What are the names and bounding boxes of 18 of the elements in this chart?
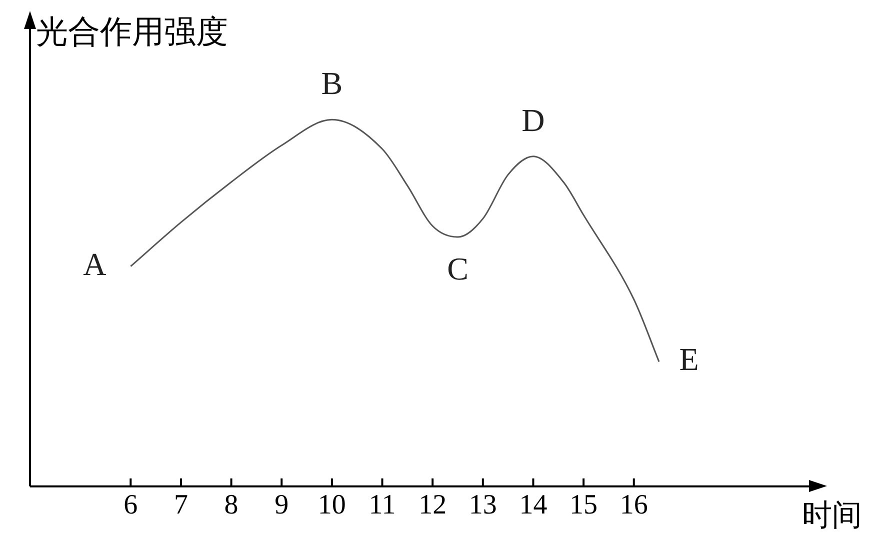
x-tick-label: 13 [468,490,497,521]
x-tick-label: 8 [224,490,238,521]
x-tick-label: 7 [174,490,188,521]
annotation: A [83,246,106,282]
y-axis-title: 光合作用强度 [36,12,228,50]
annotation: B [321,65,343,102]
x-tick-label: 14 [519,490,548,521]
annotation: D [522,102,545,138]
x-tick-label: 9 [274,490,289,521]
x-tick-label: 11 [368,490,396,521]
x-tick-label: 10 [318,490,346,521]
x-tick-label: 15 [570,490,598,521]
annotation: E [679,341,699,378]
x-tick-label: 12 [418,490,447,521]
x-tick-label: 6 [124,490,138,521]
x-tick-label: 16 [620,490,648,521]
annotation: C [447,250,468,286]
x-axis-title: 时间 [802,498,862,533]
